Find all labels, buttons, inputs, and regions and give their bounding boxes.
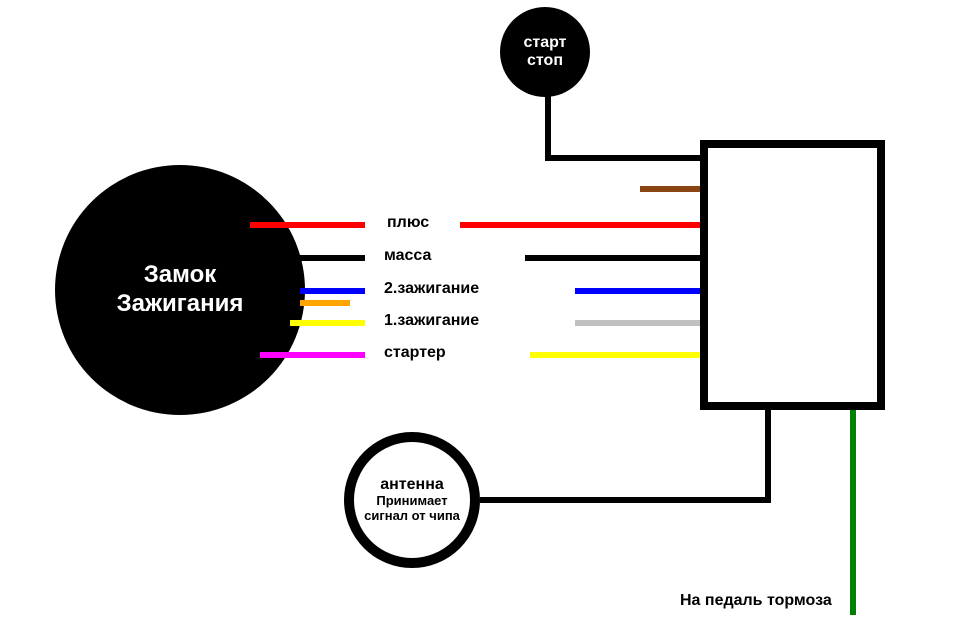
- connector-startstop-v: [545, 95, 551, 161]
- wire-label: 1.зажигание: [384, 312, 479, 330]
- wire-right: [575, 288, 700, 294]
- wire-label: 2.зажигание: [384, 280, 479, 298]
- wire-right: [525, 255, 700, 261]
- start-stop-label: стоп: [527, 52, 563, 70]
- connector-antenna-v: [765, 410, 771, 503]
- wire-left: [250, 222, 365, 228]
- wire-label: стартер: [384, 344, 446, 362]
- wire-label: плюс: [387, 214, 429, 232]
- wire-label: масса: [384, 247, 431, 265]
- wire-left: [280, 255, 365, 261]
- ignition-lock-label: Зажигания: [117, 290, 244, 319]
- antenna-label: сигнал от чипа: [364, 509, 460, 524]
- wire-right: [575, 320, 700, 326]
- wire-right: [530, 352, 700, 358]
- antenna-label: антенна: [380, 476, 444, 494]
- start-stop-label: старт: [523, 34, 566, 52]
- wire-left: [260, 352, 365, 358]
- ignition-lock-label: Замок: [144, 261, 217, 290]
- connector-brake-v: [850, 410, 856, 615]
- wire-left: [300, 288, 365, 294]
- start-stop-node: стартстоп: [500, 7, 590, 97]
- ignition-lock-node: ЗамокЗажигания: [55, 165, 305, 415]
- wire-left: [300, 300, 350, 306]
- wire-right: [460, 222, 700, 228]
- antenna-node: антеннаПринимаетсигнал от чипа: [344, 432, 480, 568]
- connector-startstop-h: [545, 155, 700, 161]
- wire-left: [290, 320, 365, 326]
- antenna-label: Принимает: [376, 494, 447, 509]
- connector-antenna-h: [480, 497, 771, 503]
- brake-label: На педаль тормоза: [680, 592, 832, 610]
- control-box-node: [700, 140, 885, 410]
- wire-right: [640, 186, 700, 192]
